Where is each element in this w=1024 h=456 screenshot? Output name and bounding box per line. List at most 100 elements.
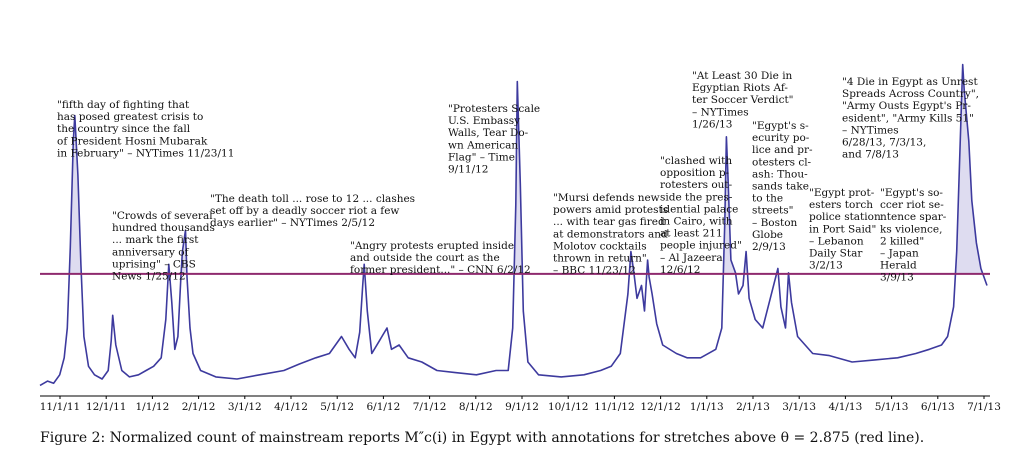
annotation-10-line-0: "Egypt's so- [880, 187, 943, 199]
annotation-0-line-0: "fifth day of fighting that [57, 99, 190, 111]
annotation-10-line-5: – Japan [880, 248, 919, 260]
x-tick-label-4: 3/1/12 [228, 401, 262, 413]
annotation-6-line-1: opposition p- [660, 167, 730, 179]
annotation-9-line-5: Daily Star [809, 248, 863, 260]
annotation-0: "fifth day of fighting that has posed gre… [57, 99, 234, 159]
annotation-8-line-0: "Egypt's s- [752, 120, 809, 132]
annotation-11-line-3: esident", "Army Kills 51" [842, 112, 974, 124]
annotation-11-line-4: – NYTimes [842, 124, 899, 136]
annotation-7-line-1: Egyptian Riots Af- [692, 82, 788, 94]
annotation-1-line-2: ... mark the first [112, 234, 199, 246]
annotation-11-line-2: "Army Ousts Egypt's Pr- [842, 100, 971, 112]
annotation-8-line-7: streets" [752, 205, 794, 217]
x-tick-label-15: 2/1/13 [736, 401, 770, 413]
x-tick-label-14: 1/1/13 [690, 401, 724, 413]
annotation-11-line-1: Spreads Across Country", [842, 88, 979, 100]
annotation-3-line-2: former president..." – CNN 6/2/12 [350, 264, 531, 276]
annotation-1: "Crowds of several hundred thousands... m… [112, 210, 215, 283]
annotation-5-line-1: powers amid protests [553, 204, 668, 216]
annotation-9-line-1: esters torch [809, 199, 873, 211]
annotation-2-line-1: set off by a deadly soccer riot a few [210, 205, 399, 217]
x-tick-label-18: 5/1/13 [875, 401, 909, 413]
annotation-8-line-10: 2/9/13 [752, 241, 786, 253]
annotation-0-line-1: has posed greatest crisis to [57, 111, 203, 123]
annotation-10-line-1: ccer riot se- [880, 199, 944, 211]
annotation-6-line-3: side the pres- [660, 191, 733, 203]
annotation-10-line-2: ntence spar- [880, 211, 947, 223]
annotation-9-line-0: "Egypt prot- [809, 187, 875, 199]
above-threshold-fill-layer [69, 64, 983, 274]
annotation-2-line-0: "The death toll ... rose to 12 ... clash… [210, 193, 415, 205]
annotation-5-line-0: "Mursi defends new [553, 192, 660, 204]
x-tick-label-1: 12/1/11 [86, 401, 126, 413]
annotation-11-line-0: "4 Die in Egypt as Unrest [842, 76, 978, 88]
annotation-8-line-2: lice and pr- [752, 144, 813, 156]
annotation-4-line-0: "Protesters Scale [448, 103, 540, 115]
annotation-7: "At Least 30 Die in Egyptian Riots Af-ter… [692, 70, 794, 130]
annotation-7-line-4: 1/26/13 [692, 118, 732, 130]
annotation-4-line-4: Flag" – Time [448, 151, 515, 163]
annotation-0-line-2: the country since the fall [57, 123, 191, 135]
annotation-11: "4 Die in Egypt as Unrest Spreads Across … [842, 76, 979, 161]
annotation-11-line-5: 6/28/13, 7/3/13, [842, 137, 926, 149]
annotation-4-line-1: U.S. Embassy [448, 115, 520, 127]
x-tick-layer: 11/1/11 12/1/11 1/1/12 2/1/12 3/1/12 4/1/12 5/… [40, 396, 1001, 413]
annotation-3-line-1: and outside the court as the [350, 252, 500, 264]
annotation-4: "Protesters Scale U.S. Embassy Walls, Tear… [448, 103, 540, 176]
annotation-9-line-2: police station [809, 211, 881, 223]
annotation-5-line-4: Molotov cocktails [553, 240, 647, 252]
figure-caption: Figure 2: Normalized count of mainstream… [40, 430, 924, 446]
annotation-5-line-6: – BBC 11/23/12 [553, 265, 636, 277]
annotation-5-line-3: at demonstrators and [553, 228, 668, 240]
annotation-2: "The death toll ... rose to 12 ... clash… [210, 193, 415, 229]
annotation-6-line-5: in Cairo, with [660, 216, 733, 228]
annotation-11-line-6: and 7/8/13 [842, 149, 899, 161]
annotation-8-line-4: ash: Thou- [752, 168, 808, 180]
x-tick-label-13: 12/1/12 [640, 401, 680, 413]
annotation-4-line-3: wn American [448, 139, 518, 151]
annotation-10-line-7: 3/9/13 [880, 272, 914, 284]
series-line-layer [39, 63, 988, 387]
annotation-9: "Egypt prot-esters torch police station in… [809, 187, 881, 272]
annotation-7-line-2: ter Soccer Verdict" [692, 94, 794, 106]
x-tick-label-0: 11/1/11 [40, 401, 80, 413]
annotation-5-line-2: ... with tear gas fired [553, 216, 665, 228]
annotation-10: "Egypt's so-ccer riot se-ntence spar-ks … [880, 187, 947, 284]
annotation-layer: "fifth day of fighting that has posed gre… [57, 70, 979, 284]
annotation-4-line-2: Walls, Tear Do- [448, 127, 529, 139]
annotation-9-line-3: in Port Said" [809, 223, 876, 235]
annotation-7-line-3: – NYTimes [692, 106, 749, 118]
x-tick-label-5: 4/1/12 [274, 401, 308, 413]
above-threshold-region-11 [955, 64, 983, 274]
annotation-3-line-0: "Angry protests erupted inside [350, 240, 514, 252]
annotation-1-line-3: anniversary of [112, 246, 190, 258]
above-threshold-region-0 [69, 115, 82, 274]
x-tick-label-20: 7/1/13 [967, 401, 1001, 413]
x-tick-label-3: 2/1/12 [182, 401, 216, 413]
x-tick-label-10: 9/1/12 [505, 401, 539, 413]
x-tick-label-12: 11/1/12 [594, 401, 634, 413]
x-tick-label-6: 5/1/12 [320, 401, 354, 413]
annotation-6-line-0: "clashed with [660, 155, 732, 167]
annotation-5-line-5: thrown in return" [553, 253, 647, 265]
annotation-8: "Egypt's s-ecurity po-lice and pr-oteste… [752, 120, 813, 253]
x-tick-label-19: 6/1/13 [921, 401, 955, 413]
annotation-6-line-8: – Al Jazeera [660, 252, 723, 264]
annotation-0-line-3: of President Hosni Mubarak [57, 135, 208, 147]
annotation-2-line-2: days earlier" – NYTimes 2/5/12 [210, 217, 375, 229]
annotation-8-line-3: otesters cl- [752, 156, 812, 168]
x-tick-label-9: 8/1/12 [459, 401, 493, 413]
annotation-9-line-6: 3/2/13 [809, 260, 843, 272]
x-tick-label-7: 6/1/12 [367, 401, 401, 413]
annotation-6-line-7: people injured" [660, 240, 742, 252]
annotation-0-line-4: in February" – NYTimes 11/23/11 [57, 147, 234, 159]
annotation-6-line-6: at least 211 [660, 228, 723, 240]
annotation-6-line-9: 12/6/12 [660, 264, 700, 276]
annotation-1-line-0: "Crowds of several [112, 210, 213, 222]
annotation-4-line-5: 9/11/12 [448, 164, 488, 176]
annotation-5: "Mursi defends new powers amid protests..… [553, 192, 668, 277]
x-tick-label-16: 3/1/13 [782, 401, 816, 413]
annotation-10-line-3: ks violence, [880, 223, 942, 235]
series-line [39, 63, 988, 387]
